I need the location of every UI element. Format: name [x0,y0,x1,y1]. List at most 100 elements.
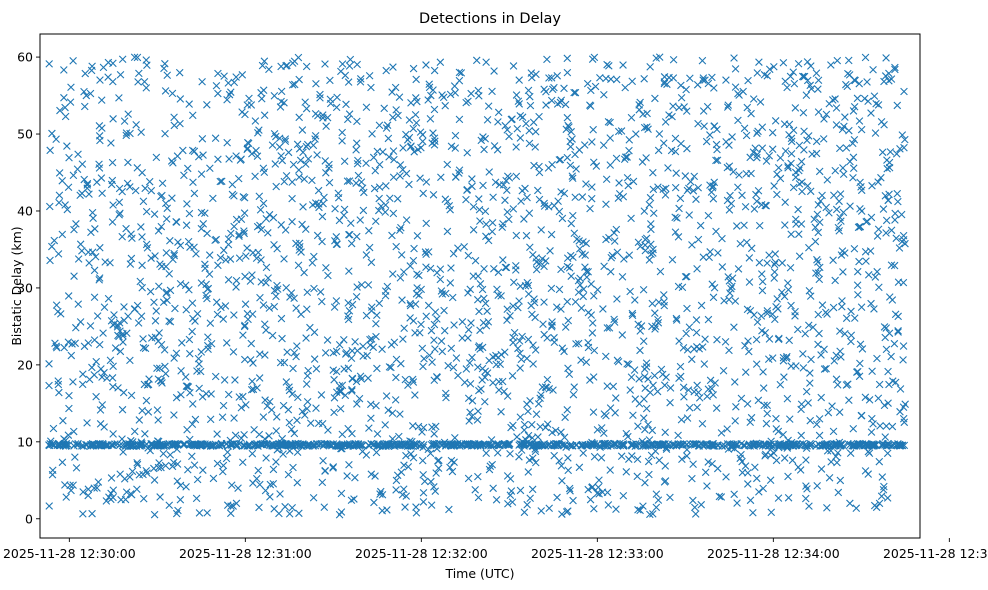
detection-marker [849,440,858,449]
detection-marker [577,304,586,312]
detection-marker [862,257,870,265]
detection-marker [701,335,709,343]
detection-marker [564,316,573,325]
detection-marker [296,440,305,449]
detection-marker [862,440,870,449]
detection-marker [770,182,778,190]
detection-marker [176,495,185,504]
detection-marker [560,84,568,93]
detection-marker [109,430,117,438]
detection-marker [52,135,60,143]
detection-marker [497,292,505,300]
detection-marker [451,433,459,442]
detection-marker [322,263,330,272]
detection-marker [832,121,841,129]
detection-marker [610,318,619,326]
detection-marker [795,441,804,450]
detection-marker [412,119,421,127]
detection-marker [170,113,178,122]
detection-marker [345,267,353,275]
detection-marker [661,118,670,126]
detection-marker [395,226,404,235]
detection-marker [428,139,436,147]
detection-marker [602,441,611,450]
detection-marker [532,254,540,262]
detection-marker [812,420,821,429]
detection-marker [809,323,817,332]
detection-marker [625,251,634,259]
detection-marker [303,288,312,297]
detection-marker [412,75,420,84]
detection-marker [446,90,455,99]
detection-marker [378,345,386,354]
detection-marker [373,430,382,438]
detection-marker [69,171,78,180]
detection-marker [418,428,426,436]
detection-marker [645,256,654,264]
detection-marker [375,183,384,191]
detection-marker [614,194,623,202]
detection-marker [375,121,384,130]
detection-marker [844,69,852,78]
detection-marker [488,227,497,236]
detection-marker [97,174,106,182]
detection-marker [524,407,532,416]
detection-marker [566,251,575,260]
detection-marker [564,454,572,462]
detection-marker [115,210,123,219]
detection-marker [390,338,399,347]
detection-marker [110,311,118,319]
detection-marker [514,303,522,312]
detection-marker [45,60,53,68]
detection-marker [621,153,630,161]
detection-marker [547,96,556,105]
detection-marker [86,322,95,330]
detection-marker [127,391,136,400]
detection-marker [509,302,517,310]
detection-marker [891,310,900,319]
detection-marker [784,164,792,172]
detection-marker [45,381,53,390]
detection-marker [555,207,564,216]
detection-marker [251,172,259,181]
detection-marker [560,433,569,442]
detection-marker [525,209,534,217]
detection-marker [767,440,775,449]
detection-marker [792,220,800,228]
detection-marker [389,147,398,155]
detection-marker [783,352,791,361]
detection-marker [315,203,323,212]
detection-marker [83,181,92,189]
detection-marker [642,234,651,243]
detection-marker [565,370,574,379]
detection-marker [335,341,344,349]
detection-marker [593,426,602,434]
detection-marker [710,122,718,131]
detection-marker [617,127,626,135]
detection-marker [812,137,821,146]
detection-marker [763,409,772,418]
detection-marker [437,173,445,182]
detection-marker [888,296,897,304]
detection-marker [833,381,842,389]
detection-marker [525,441,534,449]
detection-marker [696,221,705,230]
detection-marker [214,89,222,98]
detection-marker [759,384,768,392]
detection-marker [351,338,359,346]
detection-marker [312,79,320,88]
detection-marker [204,333,212,341]
detection-marker [820,345,828,354]
detection-marker [214,261,222,270]
detection-marker [224,235,233,243]
detection-marker [391,83,400,92]
detection-marker [211,236,219,245]
detection-marker [272,292,280,301]
x-axis-label: Time (UTC) [444,566,514,581]
detection-marker [605,233,613,242]
detection-marker [310,328,319,337]
detection-marker [365,243,374,252]
detection-marker [509,62,518,70]
detection-marker [837,217,845,225]
detection-marker [282,283,291,292]
